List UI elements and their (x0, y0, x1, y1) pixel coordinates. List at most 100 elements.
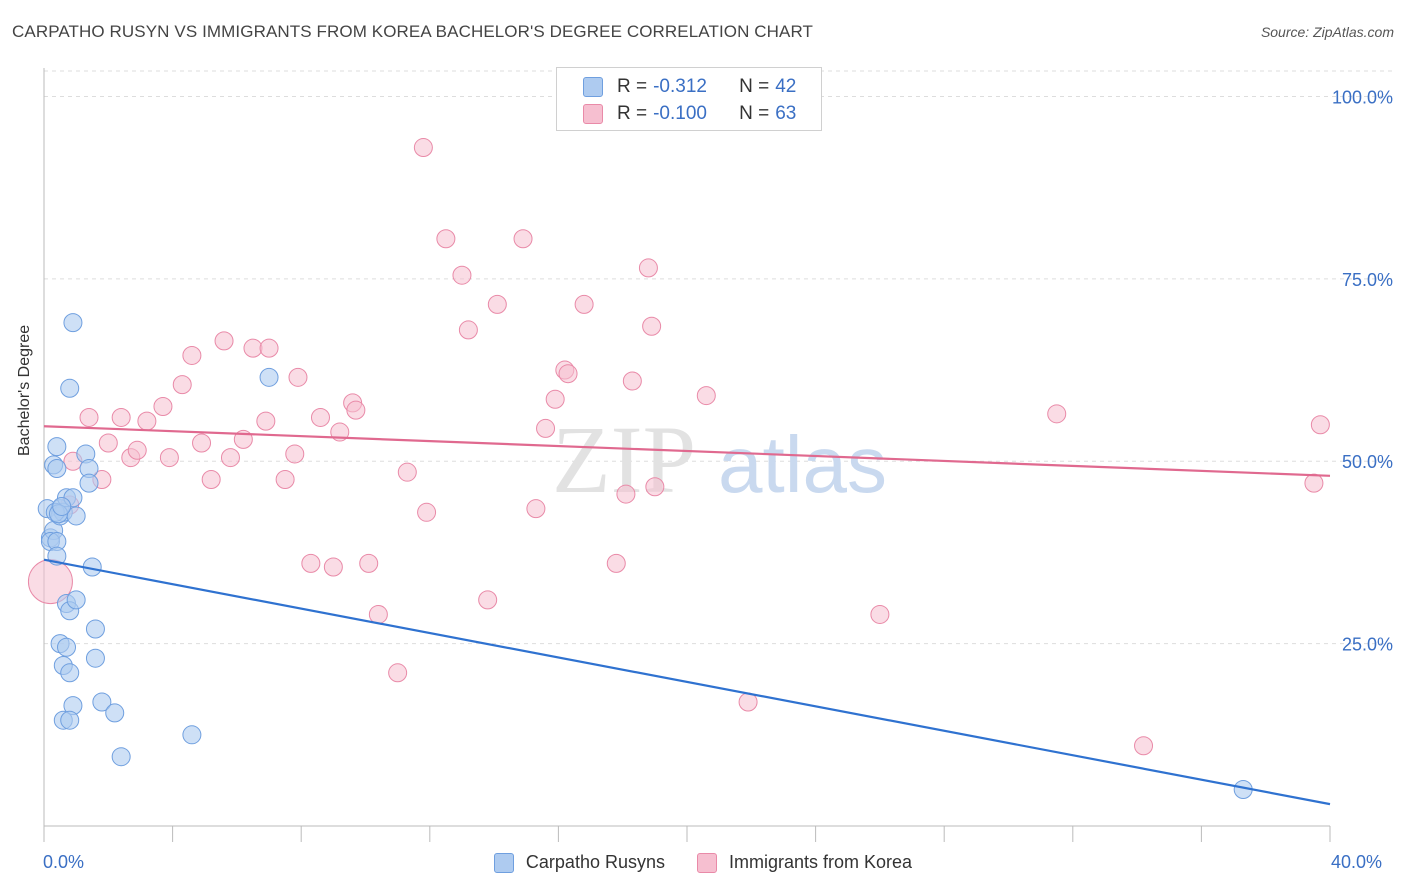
data-point-rusyn (57, 637, 77, 657)
data-point-korea (285, 444, 305, 464)
y-tick-labels: 25.0% 50.0% 75.0% 100.0% (1332, 87, 1393, 654)
data-point-rusyn (60, 378, 80, 398)
data-point-rusyn (47, 437, 67, 457)
data-point-rusyn (79, 473, 99, 493)
data-point-rusyn (259, 367, 279, 387)
data-point-rusyn (182, 725, 202, 745)
data-point-korea (696, 386, 716, 406)
data-point-korea (558, 364, 578, 384)
data-point-korea (346, 400, 366, 420)
data-point-korea (153, 397, 173, 417)
y-tick-label: 100.0% (1332, 87, 1393, 107)
data-point-rusyn (66, 590, 86, 610)
legend-swatch-blue (583, 77, 603, 97)
data-point-korea (458, 320, 478, 340)
data-point-rusyn (47, 459, 67, 479)
legend-label: Carpatho Rusyns (525, 852, 665, 872)
correlation-legend: R = -0.312 N = 42 R = -0.100 N = 63 (556, 67, 822, 131)
data-point-korea (288, 367, 308, 387)
gridlines (44, 70, 1392, 645)
data-point-korea (1134, 736, 1154, 756)
trend-line-rusyn (43, 558, 1331, 806)
data-point-korea (397, 462, 417, 482)
data-point-korea (417, 502, 437, 522)
data-point-korea (275, 469, 295, 489)
data-point-rusyn (60, 663, 80, 683)
data-point-rusyn (52, 496, 72, 516)
data-point-korea (79, 407, 99, 427)
data-point-korea (513, 229, 533, 249)
trend-lines (43, 425, 1331, 806)
data-point-rusyn (60, 710, 80, 730)
data-point-korea (487, 294, 507, 314)
data-point-korea (478, 590, 498, 610)
y-tick-label: 25.0% (1342, 635, 1393, 655)
data-point-korea (323, 557, 343, 577)
data-point-korea (111, 407, 131, 427)
data-point-korea (526, 499, 546, 519)
legend-n-value: 63 (775, 103, 797, 124)
source-credit: Source: ZipAtlas.com (1260, 24, 1394, 40)
legend-swatch-pink (583, 104, 603, 124)
data-point-korea (642, 316, 662, 336)
legend-label: Immigrants from Korea (729, 852, 913, 872)
data-point-korea (98, 433, 118, 453)
data-point-korea (616, 484, 636, 504)
data-point-korea (388, 663, 408, 683)
data-point-korea (545, 389, 565, 409)
legend-swatch-pink (697, 852, 717, 873)
data-point-korea (220, 448, 240, 468)
y-tick-label: 75.0% (1342, 270, 1393, 290)
y-axis-label: Bachelor's Degree (16, 324, 33, 456)
data-point-korea (436, 229, 456, 249)
legend-row-pink: R = -0.100 N = 63 (583, 101, 796, 127)
legend-item-carpatho-rusyns: Carpatho Rusyns (493, 852, 665, 873)
axes (43, 68, 1331, 842)
data-point-korea (1304, 473, 1324, 493)
data-point-korea (870, 604, 890, 624)
data-point-rusyn (63, 313, 83, 333)
data-point-korea (606, 553, 626, 573)
data-point-korea (1310, 415, 1330, 435)
data-point-korea (310, 407, 330, 427)
data-point-korea (452, 265, 472, 285)
data-point-korea (256, 411, 276, 431)
data-point-korea (1047, 404, 1067, 424)
data-point-korea (413, 138, 433, 158)
data-point-korea (259, 338, 279, 358)
legend-n-label: N = (739, 76, 770, 97)
data-point-korea (159, 448, 179, 468)
trend-line-korea (43, 425, 1331, 477)
data-point-korea (645, 477, 665, 497)
legend-r-label: R = (617, 103, 648, 124)
legend-row-blue: R = -0.312 N = 42 (583, 74, 796, 100)
data-point-korea (172, 375, 192, 395)
series-carpatho-rusyns (37, 313, 1253, 800)
y-tick-label: 50.0% (1342, 452, 1393, 472)
data-point-korea (214, 331, 234, 351)
data-point-korea (622, 371, 642, 391)
data-point-korea (536, 418, 556, 438)
legend-r-label: R = (617, 76, 648, 97)
data-point-korea (137, 411, 157, 431)
data-point-rusyn (85, 648, 105, 668)
watermark-atlas: atlas (718, 420, 887, 509)
legend-item-immigrants-from-korea: Immigrants from Korea (697, 852, 912, 873)
data-point-rusyn (85, 619, 105, 639)
data-point-korea (359, 553, 379, 573)
data-point-korea (638, 258, 658, 278)
data-point-korea (192, 433, 212, 453)
legend-swatch-blue (493, 852, 514, 873)
data-point-korea (243, 338, 263, 358)
chart-title: CARPATHO RUSYN VS IMMIGRANTS FROM KOREA … (12, 22, 814, 41)
legend-r-value: -0.312 (653, 76, 707, 97)
x-tick-label-max: 40.0% (1331, 852, 1383, 872)
legend-n-label: N = (739, 103, 770, 124)
data-point-korea (574, 294, 594, 314)
data-point-korea (201, 469, 221, 489)
data-point-korea (127, 440, 147, 460)
series-immigrants-from-korea (27, 138, 1330, 756)
data-point-korea (368, 604, 388, 624)
legend-n-value: 42 (775, 76, 797, 97)
